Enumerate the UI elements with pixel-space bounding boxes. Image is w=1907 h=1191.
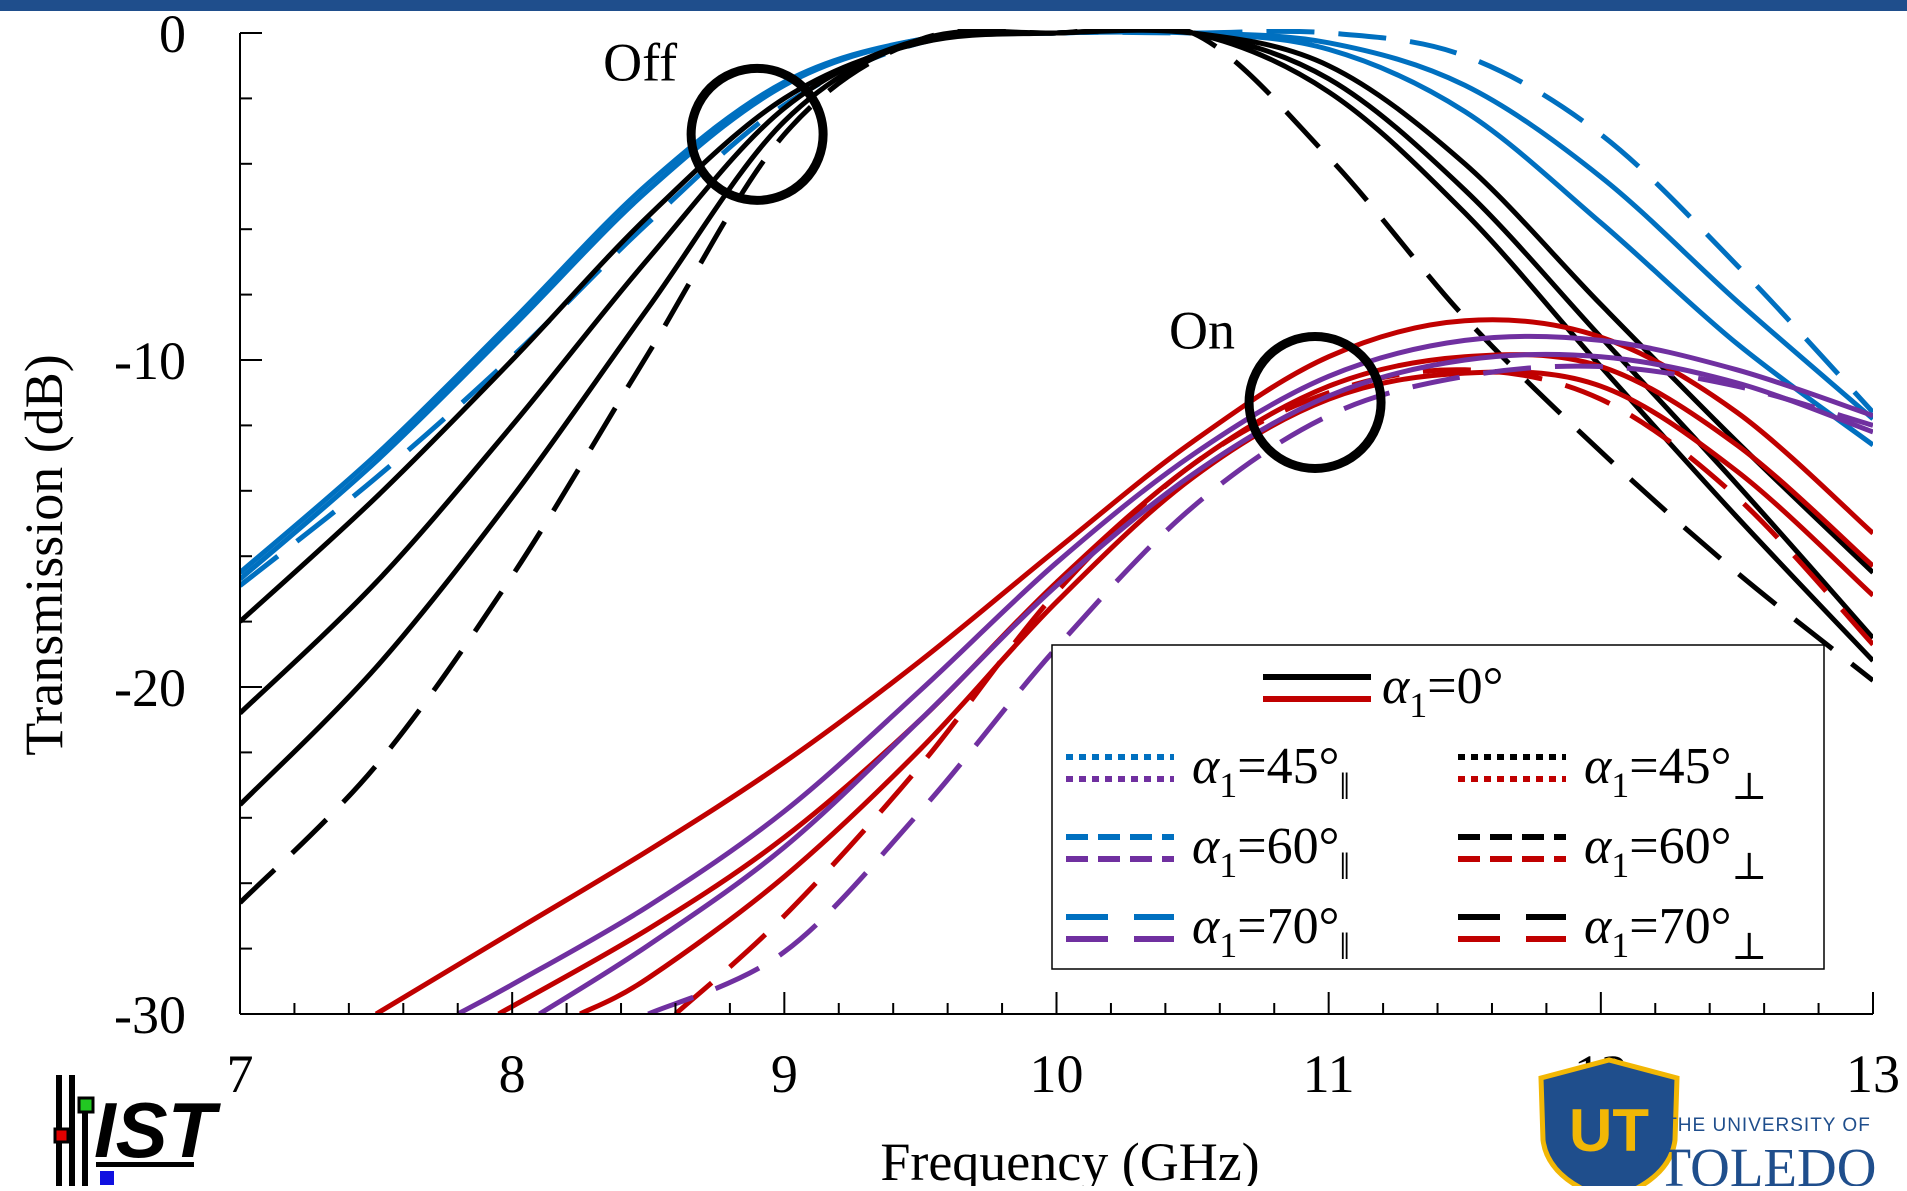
series-line-off-1 bbox=[240, 29, 1873, 575]
series-layer bbox=[240, 29, 1873, 1014]
series-line-on-10 bbox=[579, 369, 1873, 1014]
legend: α1=0° α1=45°‖ α1=45°⊥ α1=60°‖ α1=60°⊥ α1=70°‖… bbox=[1051, 644, 1825, 970]
x-tick-label: 13 bbox=[1846, 1044, 1900, 1104]
ist-logo-text: IST bbox=[94, 1086, 222, 1174]
x-tick-label: 11 bbox=[1303, 1044, 1355, 1104]
header-bar bbox=[0, 0, 1907, 11]
y-tick-label: -10 bbox=[114, 331, 186, 391]
series-line-off-5 bbox=[240, 29, 1873, 716]
x-tick-label: 8 bbox=[499, 1044, 526, 1104]
y-tick-label: -30 bbox=[114, 985, 186, 1045]
legend-label: α1=45°‖ bbox=[1192, 738, 1350, 808]
legend-entry-a70s: α1=70°⊥ bbox=[1458, 898, 1767, 968]
axes: 789101112130-10-20-30 bbox=[114, 4, 1900, 1104]
series-line-on-11 bbox=[673, 367, 1873, 1014]
series-line-on-13 bbox=[538, 351, 1873, 1014]
legend-label: α1=0° bbox=[1382, 658, 1503, 725]
y-tick-label: -20 bbox=[114, 658, 186, 718]
toledo-name-text: TOLEDO bbox=[1658, 1137, 1877, 1186]
legend-entry-a60s: α1=60°⊥ bbox=[1458, 818, 1767, 888]
annotation-circle bbox=[686, 63, 828, 205]
annotation-circle bbox=[1244, 332, 1386, 474]
toledo-top-text: THE UNIVERSITY OF bbox=[1665, 1115, 1871, 1136]
legend-frame bbox=[1051, 644, 1825, 970]
legend-label: α1=70°‖ bbox=[1192, 898, 1350, 968]
ist-logo: IST bbox=[53, 1075, 222, 1186]
legend-label: α1=45°⊥ bbox=[1584, 738, 1767, 808]
toledo-logo: UT THE UNIVERSITY OF TOLEDO bbox=[1538, 1057, 1877, 1191]
series-line-off-2 bbox=[240, 29, 1873, 581]
legend-entry-a70p: α1=70°‖ bbox=[1066, 898, 1350, 968]
legend-label: α1=60°⊥ bbox=[1584, 818, 1767, 888]
x-tick-label: 10 bbox=[1030, 1044, 1084, 1104]
legend-entry-a45s: α1=45°⊥ bbox=[1458, 738, 1767, 808]
x-tick-label: 9 bbox=[771, 1044, 798, 1104]
annotations: Off On bbox=[603, 32, 1386, 474]
annotation-label: On bbox=[1169, 301, 1235, 361]
legend-label: α1=70°⊥ bbox=[1584, 898, 1767, 968]
series-line-on-12 bbox=[456, 333, 1873, 1014]
y-tick-label: 0 bbox=[159, 4, 186, 64]
legend-entry-a45p: α1=45°‖ bbox=[1066, 738, 1350, 808]
series-line-off-3 bbox=[240, 29, 1873, 588]
x-tick-label: 7 bbox=[227, 1044, 254, 1104]
y-axis-label: Transmission (dB) bbox=[14, 354, 74, 756]
annotation-label: Off bbox=[603, 32, 677, 92]
toledo-shield-text: UT bbox=[1569, 1097, 1649, 1164]
legend-entry-a60p: α1=60°‖ bbox=[1066, 818, 1350, 888]
legend-label: α1=60°‖ bbox=[1192, 818, 1350, 888]
x-axis-label: Frequency (GHz) bbox=[880, 1132, 1259, 1186]
series-line-off-7 bbox=[240, 29, 1873, 905]
legend-entry-a0: α1=0° bbox=[1263, 658, 1503, 725]
series-line-on-14 bbox=[647, 363, 1873, 1014]
toledo-shield-icon bbox=[1538, 1057, 1680, 1191]
